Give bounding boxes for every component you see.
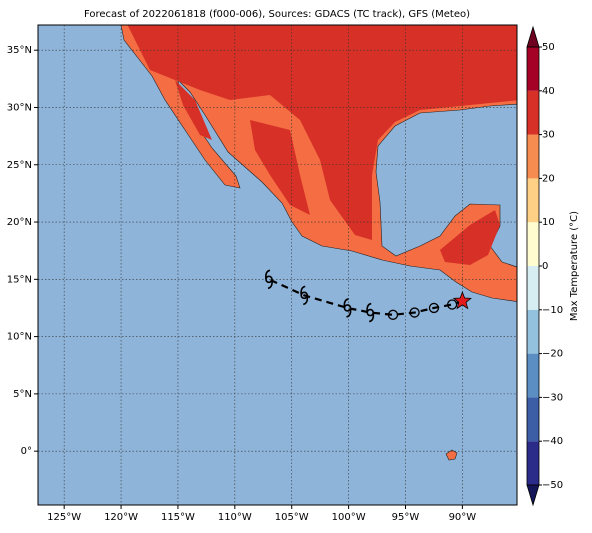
y-tick-label: 0° bbox=[21, 446, 32, 457]
colorbar-extend-high bbox=[526, 25, 540, 48]
colorbar-segment bbox=[527, 397, 539, 442]
x-tick-label: 115°W bbox=[161, 512, 195, 523]
x-tick-label: 95°W bbox=[392, 512, 420, 523]
chart-title: Forecast of 2022061818 (f000-006), Sourc… bbox=[84, 9, 470, 20]
x-tick-label: 110°W bbox=[218, 512, 252, 523]
colorbar-tick-label: 20 bbox=[542, 173, 555, 184]
track-point bbox=[446, 299, 458, 310]
x-tick-label: 105°W bbox=[275, 512, 309, 523]
colorbar-tick-label: −50 bbox=[542, 480, 563, 491]
colorbar-segment bbox=[527, 178, 539, 223]
track-point bbox=[428, 302, 440, 314]
graticule bbox=[38, 25, 517, 505]
y-tick-label: 30°N bbox=[7, 102, 32, 113]
colorbar-segment bbox=[527, 47, 539, 91]
track-hurricane bbox=[366, 302, 375, 323]
x-tick-label: 90°W bbox=[449, 512, 477, 523]
colorbar-tick-label: 30 bbox=[542, 130, 555, 141]
colorbar-tick-label: −10 bbox=[542, 305, 563, 316]
track-hurricane bbox=[265, 269, 273, 290]
track-hurricane bbox=[300, 285, 309, 306]
colorbar-tick-label: −30 bbox=[542, 392, 563, 403]
y-tick-label: 10°N bbox=[7, 332, 32, 343]
x-tick-label: 125°W bbox=[47, 512, 81, 523]
y-tick-label: 25°N bbox=[7, 160, 32, 171]
colorbar-tick-label: 50 bbox=[542, 42, 555, 53]
colorbar-tick-label: 10 bbox=[542, 217, 555, 228]
colorbar-segment bbox=[527, 353, 539, 398]
colorbar-tick-label: 0 bbox=[542, 261, 548, 272]
y-tick-label: 15°N bbox=[7, 274, 32, 285]
colorbar-segment bbox=[527, 134, 539, 179]
colorbar-tick-label: −40 bbox=[542, 436, 563, 447]
track-line bbox=[268, 278, 463, 316]
x-tick-label: 120°W bbox=[104, 512, 138, 523]
track-star bbox=[452, 290, 472, 310]
land bbox=[120, 25, 517, 461]
colorbar-segment bbox=[527, 90, 539, 135]
y-tick-label: 35°N bbox=[7, 45, 32, 56]
colorbar-segment bbox=[527, 222, 539, 266]
colorbar-segment bbox=[527, 266, 539, 310]
colorbar-segment bbox=[527, 441, 539, 485]
track-hurricane bbox=[343, 298, 352, 318]
x-tick-label: 100°W bbox=[332, 512, 366, 523]
colorbar-tick-label: −20 bbox=[542, 349, 563, 360]
colorbar-tick-label: 40 bbox=[542, 86, 555, 97]
map-frame bbox=[37, 24, 518, 506]
colorbar-label: Max Temperature (°C) bbox=[569, 211, 580, 321]
colorbar-segment bbox=[527, 309, 539, 354]
y-tick-label: 20°N bbox=[7, 217, 32, 228]
track-point bbox=[387, 309, 399, 320]
y-tick-label: 5°N bbox=[13, 389, 32, 400]
track-point bbox=[409, 307, 420, 318]
colorbar-extend-low bbox=[526, 484, 540, 507]
